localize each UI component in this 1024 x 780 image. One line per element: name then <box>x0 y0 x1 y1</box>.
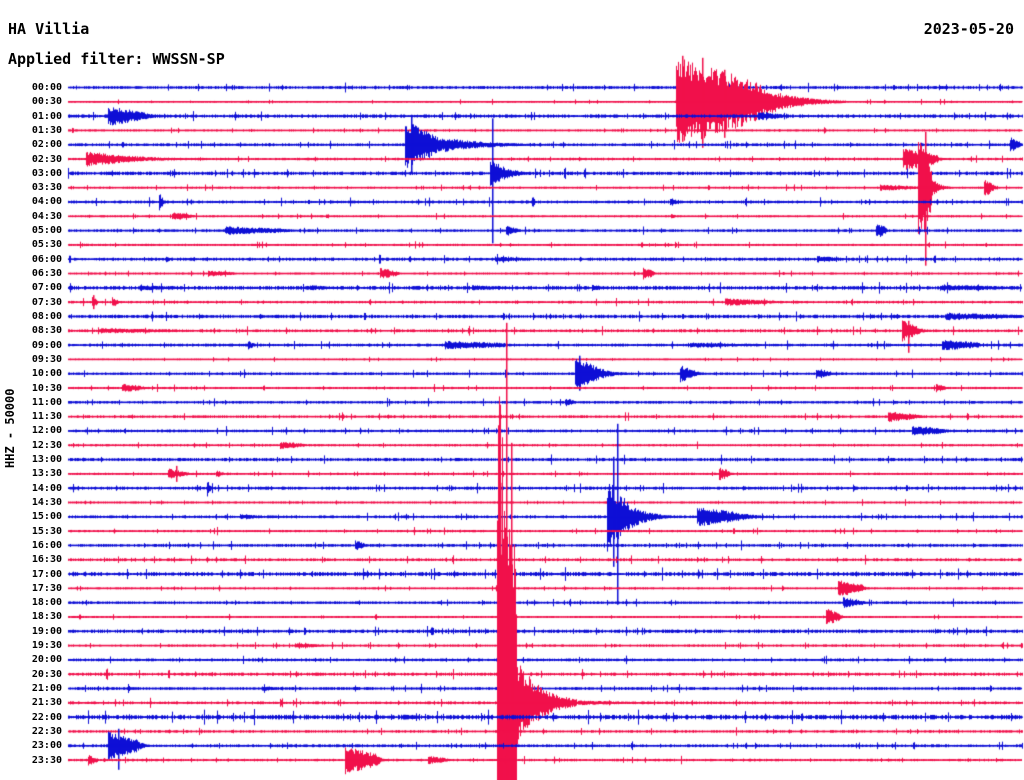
time-label-08:00: 08:00 <box>31 310 62 322</box>
time-label-17:00: 17:00 <box>31 568 62 580</box>
time-label-14:00: 14:00 <box>31 482 62 494</box>
time-label-19:00: 19:00 <box>31 625 62 637</box>
time-label-11:00: 11:00 <box>31 396 62 408</box>
time-label-06:30: 06:30 <box>31 268 62 280</box>
applied-filter-label: Applied filter: WWSSN-SP <box>8 50 225 68</box>
time-label-15:30: 15:30 <box>31 525 62 537</box>
time-label-07:30: 07:30 <box>31 296 62 308</box>
time-label-20:00: 20:00 <box>31 654 62 666</box>
time-label-13:00: 13:00 <box>31 454 62 466</box>
time-label-08:30: 08:30 <box>31 325 62 337</box>
time-label-10:30: 10:30 <box>31 382 62 394</box>
time-label-14:30: 14:30 <box>31 496 62 508</box>
time-label-02:00: 02:00 <box>31 139 62 151</box>
time-label-11:30: 11:30 <box>31 411 62 423</box>
time-label-01:00: 01:00 <box>31 110 62 122</box>
time-label-22:30: 22:30 <box>31 725 62 737</box>
time-label-04:00: 04:00 <box>31 196 62 208</box>
time-label-20:30: 20:30 <box>31 668 62 680</box>
time-label-21:00: 21:00 <box>31 683 62 695</box>
time-label-22:00: 22:00 <box>31 711 62 723</box>
time-label-03:30: 03:30 <box>31 182 62 194</box>
time-label-01:30: 01:30 <box>31 124 62 136</box>
time-label-09:00: 09:00 <box>31 339 62 351</box>
time-label-16:00: 16:00 <box>31 539 62 551</box>
time-label-19:30: 19:30 <box>31 640 62 652</box>
time-label-18:30: 18:30 <box>31 611 62 623</box>
time-label-23:00: 23:00 <box>31 740 62 752</box>
time-label-00:00: 00:00 <box>31 82 62 93</box>
time-label-04:30: 04:30 <box>31 210 62 222</box>
station-title: HA Villia <box>8 20 90 38</box>
time-label-00:30: 00:30 <box>31 96 62 108</box>
time-label-18:00: 18:00 <box>31 597 62 609</box>
time-label-06:00: 06:00 <box>31 253 62 265</box>
time-label-07:00: 07:00 <box>31 282 62 294</box>
time-label-16:30: 16:30 <box>31 554 62 566</box>
time-label-09:30: 09:30 <box>31 353 62 365</box>
time-label-13:30: 13:30 <box>31 468 62 480</box>
time-label-10:00: 10:00 <box>31 368 62 380</box>
time-label-05:00: 05:00 <box>31 225 62 237</box>
time-label-02:30: 02:30 <box>31 153 62 165</box>
time-label-23:30: 23:30 <box>31 754 62 766</box>
time-label-21:30: 21:30 <box>31 697 62 709</box>
time-label-12:30: 12:30 <box>31 439 62 451</box>
time-label-05:30: 05:30 <box>31 239 62 251</box>
time-label-17:30: 17:30 <box>31 582 62 594</box>
time-label-15:00: 15:00 <box>31 511 62 523</box>
time-label-03:00: 03:00 <box>31 167 62 179</box>
date-label: 2023-05-20 <box>923 20 1014 38</box>
time-label-12:00: 12:00 <box>31 425 62 437</box>
